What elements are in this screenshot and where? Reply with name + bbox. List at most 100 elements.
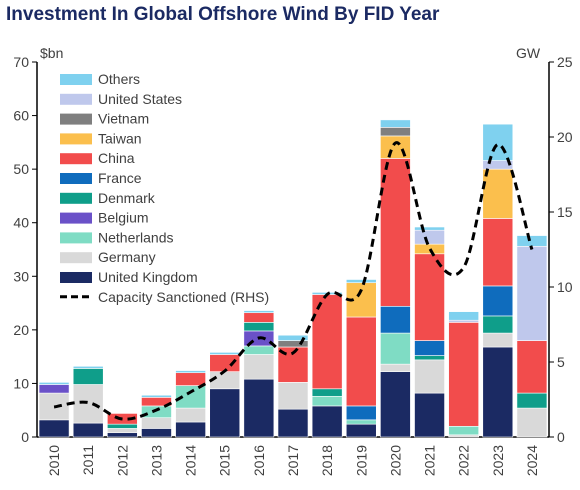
bar-segment-denmark-2023 (482, 315, 514, 334)
legend-label-germany: Germany (98, 249, 156, 265)
capacity-line-group (53, 141, 534, 421)
legend-swatch-denmark (60, 192, 92, 204)
legend-swatch-netherlands (60, 232, 92, 244)
bar-segment-netherlands-2016 (243, 345, 275, 355)
left-tick-label: 10 (13, 375, 29, 391)
capacity-sanctioned-line (53, 141, 534, 421)
right-axis-unit: GW (516, 45, 541, 61)
x-tick-label: 2017 (285, 445, 301, 476)
bar-segment-united-kingdom-2014 (175, 421, 206, 438)
x-tick-label: 2014 (183, 445, 199, 476)
legend-swatch-united-kingdom (60, 272, 92, 283)
bar-segment-united-states-2022 (448, 319, 479, 323)
legend-swatch-taiwan (60, 133, 92, 145)
x-tick-label: 2018 (319, 445, 335, 476)
bar-segment-germany-2017 (277, 382, 309, 410)
bar-segment-united-states-2024 (516, 245, 548, 341)
bar-segment-united-kingdom-2023 (482, 346, 514, 438)
legend-swatch-germany (60, 252, 92, 264)
legend-label-capacity-sanctioned-rhs-: Capacity Sanctioned (RHS) (98, 289, 269, 305)
bar-segment-united-kingdom-2021 (414, 392, 445, 438)
right-tick-label: 25 (557, 54, 573, 70)
right-tick-label: 20 (557, 129, 573, 145)
bar-segment-others-2016 (243, 310, 275, 314)
right-tick-label: 10 (557, 279, 573, 295)
left-tick-label: 50 (13, 161, 29, 177)
bar-segment-others-2023 (482, 123, 514, 161)
bar-segment-denmark-2024 (516, 392, 548, 409)
x-tick-label: 2011 (80, 445, 96, 475)
bar-segment-others-2017 (277, 334, 309, 341)
bar-segment-denmark-2011 (72, 368, 104, 385)
bar-segment-others-2011 (72, 365, 104, 369)
bar-segment-united-kingdom-2018 (311, 405, 343, 438)
bar-segment-others-2010 (38, 382, 70, 385)
bar-segment-others-2020 (380, 119, 411, 128)
bar-segment-others-2014 (175, 370, 206, 374)
bar-segment-others-2013 (141, 394, 172, 398)
right-tick-label: 0 (557, 429, 565, 445)
bar-segment-united-kingdom-2019 (345, 423, 377, 438)
left-tick-label: 0 (21, 429, 29, 445)
bar-segment-united-kingdom-2020 (380, 371, 411, 438)
bar-segment-others-2024 (516, 235, 548, 247)
left-tick-label: 20 (13, 322, 29, 338)
bar-segment-germany-2014 (175, 407, 206, 423)
legend-swatch-others (60, 74, 92, 85)
bar-segment-germany-2013 (141, 417, 172, 429)
bar-segment-france-2021 (414, 340, 445, 356)
bar-segment-france-2023 (482, 285, 514, 317)
bar-segment-china-2022 (448, 322, 479, 427)
bar-segment-germany-2023 (482, 332, 514, 348)
bar-segment-netherlands-2018 (311, 395, 343, 407)
bar-segment-united-kingdom-2011 (72, 422, 104, 438)
legend-swatch-china (60, 153, 92, 165)
bar-segment-germany-2022 (448, 434, 479, 438)
left-tick-label: 30 (13, 268, 29, 284)
bars (38, 119, 548, 438)
legend-label-netherlands: Netherlands (98, 229, 174, 245)
x-tick-label: 2010 (46, 445, 62, 476)
bar-segment-united-kingdom-2013 (141, 428, 172, 438)
bar-segment-germany-2020 (380, 363, 411, 372)
legend: Others United States Vietnam Taiwan China Fra… (60, 71, 269, 305)
bar-segment-others-2021 (414, 226, 445, 231)
right-tick-label: 5 (557, 354, 565, 370)
bar-segment-france-2020 (380, 305, 411, 334)
x-tick-label: 2022 (456, 445, 472, 476)
left-tick-label: 60 (13, 108, 29, 124)
left-tick-label: 40 (13, 215, 29, 231)
bar-segment-others-2022 (448, 311, 479, 321)
bar-segment-germany-2024 (516, 407, 548, 438)
bar-segment-china-2023 (482, 218, 514, 287)
x-tick-label: 2024 (524, 445, 540, 476)
bar-segment-vietnam-2020 (380, 127, 411, 137)
bar-segment-china-2021 (414, 253, 445, 341)
legend-label-united-kingdom: United Kingdom (98, 269, 198, 285)
legend-label-denmark: Denmark (98, 190, 156, 206)
bar-segment-france-2019 (345, 405, 377, 421)
legend-swatch-belgium (60, 212, 92, 224)
bar-segment-china-2014 (175, 372, 206, 386)
bar-segment-china-2019 (345, 316, 377, 407)
legend-label-others: Others (98, 71, 140, 87)
bar-segment-germany-2016 (243, 354, 275, 380)
bar-segment-taiwan-2021 (414, 243, 445, 255)
bar-segment-denmark-2012 (107, 423, 138, 429)
legend-swatch-vietnam (60, 113, 92, 125)
legend-label-united-states: United States (98, 91, 182, 107)
x-tick-label: 2013 (148, 445, 164, 476)
left-axis-unit: $bn (40, 45, 63, 61)
x-tick-label: 2015 (217, 445, 233, 476)
legend-label-china: China (98, 150, 135, 166)
bar-segment-netherlands-2013 (141, 405, 172, 419)
x-tick-labels: 2010 2011 2012 2013 2014 2015 2016 2017 2018 2019… (46, 445, 540, 476)
legend-swatch-united-states (60, 93, 92, 105)
bar-segment-belgium-2010 (38, 384, 70, 394)
right-ticks: 0 5 10 15 20 25 (549, 54, 573, 445)
bar-segment-netherlands-2019 (345, 419, 377, 425)
x-tick-label: 2021 (422, 445, 438, 476)
bar-segment-united-states-2021 (414, 229, 445, 245)
